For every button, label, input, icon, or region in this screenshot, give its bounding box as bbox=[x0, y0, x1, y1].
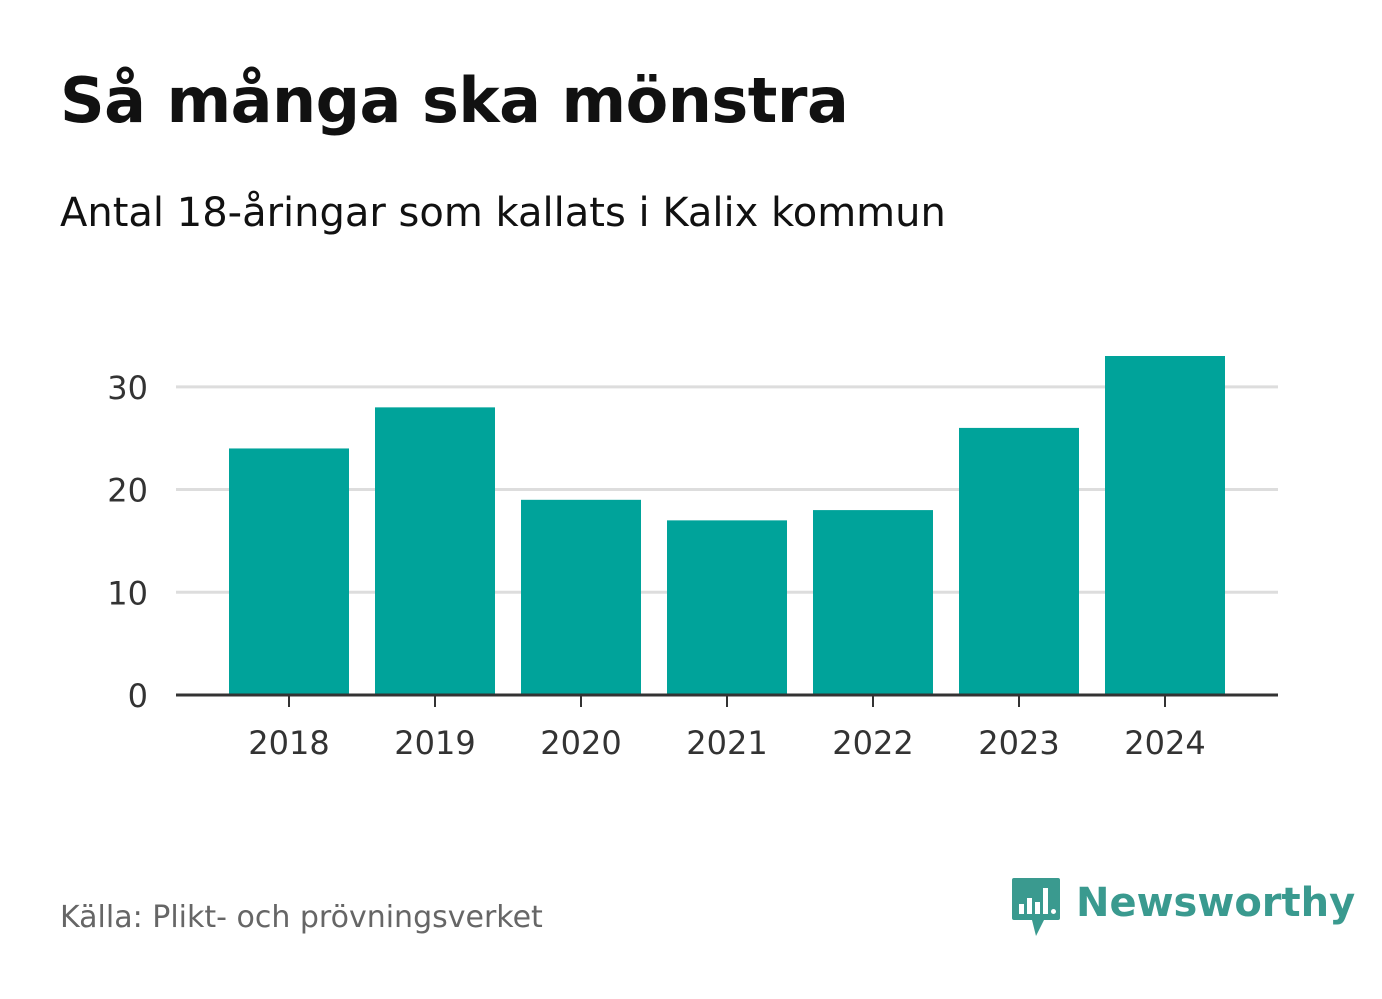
source-note: Källa: Plikt- och prövningsverket bbox=[60, 900, 543, 935]
x-tick-label-2023: 2023 bbox=[978, 724, 1059, 762]
bar-chart-speech-bubble-icon bbox=[1012, 878, 1060, 936]
y-tick-label-20: 20 bbox=[107, 472, 148, 510]
bar-2021 bbox=[667, 520, 787, 695]
y-tick-label-0: 0 bbox=[128, 677, 148, 715]
chart-title: Så många ska mönstra bbox=[60, 64, 849, 137]
bar-2018 bbox=[229, 448, 349, 695]
bar-2019 bbox=[375, 407, 495, 695]
y-tick-label-10: 10 bbox=[107, 574, 148, 612]
x-tick-label-2020: 2020 bbox=[540, 724, 621, 762]
y-tick-label-30: 30 bbox=[107, 369, 148, 407]
bar-2022 bbox=[813, 510, 933, 695]
axes: 0 10 20 30 2018 2019 2020 2021 2022 2023 2024 bbox=[107, 369, 1278, 762]
x-tick-label-2019: 2019 bbox=[394, 724, 475, 762]
x-tick-label-2024: 2024 bbox=[1124, 724, 1205, 762]
bar-2020 bbox=[521, 499, 641, 695]
bars bbox=[229, 356, 1225, 695]
chart-subtitle: Antal 18-åringar som kallats i Kalix kom… bbox=[60, 190, 946, 236]
x-tick-label-2018: 2018 bbox=[248, 724, 329, 762]
x-tick-label-2021: 2021 bbox=[686, 724, 767, 762]
bar-2024 bbox=[1105, 356, 1225, 695]
x-tick-label-2022: 2022 bbox=[832, 724, 913, 762]
brand: Newsworthy bbox=[1010, 876, 1355, 940]
bar-2023 bbox=[959, 427, 1079, 695]
brand-name: Newsworthy bbox=[1076, 880, 1356, 926]
